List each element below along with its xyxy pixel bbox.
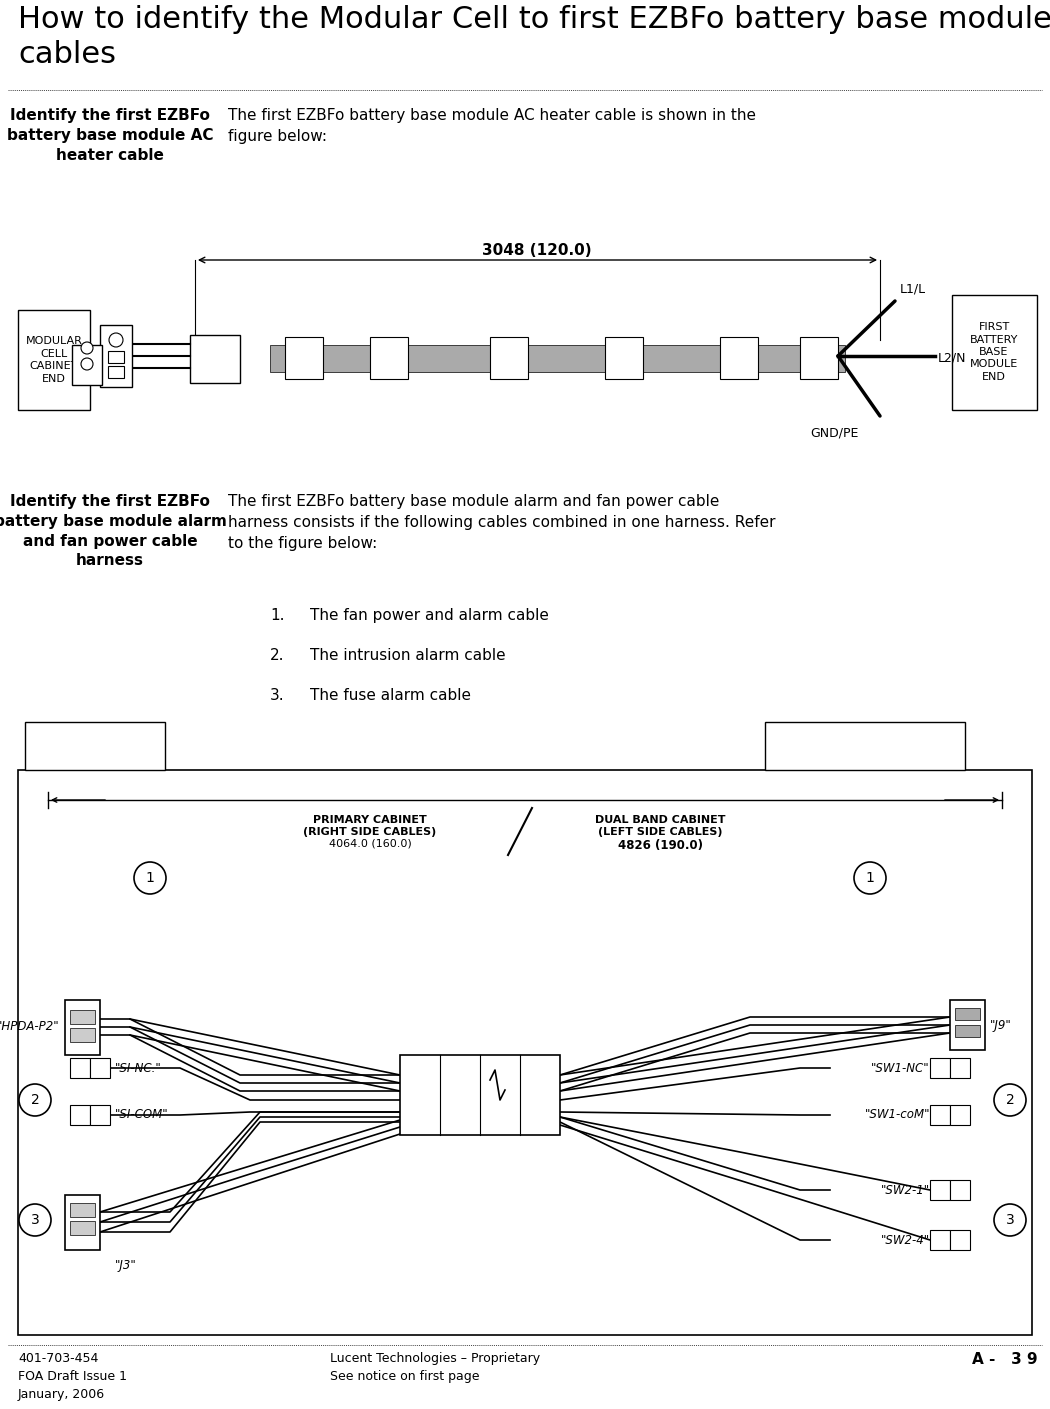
Text: A -   3 9: A - 3 9	[972, 1353, 1038, 1367]
Bar	[285, 337, 323, 379]
Bar	[25, 721, 165, 769]
Bar	[108, 351, 124, 364]
Bar	[720, 337, 758, 379]
Bar	[18, 769, 1032, 1334]
Text: (RIGHT SIDE CABLES): (RIGHT SIDE CABLES)	[303, 827, 437, 837]
Text: 3.: 3.	[270, 688, 285, 703]
Text: "J9": "J9"	[990, 1019, 1012, 1031]
Text: "SI-NC.": "SI-NC."	[116, 1061, 162, 1075]
Text: FIRST BATTERY
BASE MODULE END: FIRST BATTERY BASE MODULE END	[790, 730, 940, 762]
Bar	[765, 721, 965, 769]
Bar	[72, 345, 102, 385]
Bar	[370, 337, 408, 379]
Bar	[190, 335, 240, 383]
Text: "J3": "J3"	[116, 1258, 136, 1271]
Text: How to identify the Modular Cell to first EZBFo battery base module
cables: How to identify the Modular Cell to firs…	[18, 6, 1050, 69]
Bar	[400, 1055, 560, 1136]
Text: The intrusion alarm cable: The intrusion alarm cable	[310, 648, 506, 664]
Text: "SW2-1": "SW2-1"	[881, 1184, 930, 1196]
Text: 401-703-454
FOA Draft Issue 1
January, 2006: 401-703-454 FOA Draft Issue 1 January, 2…	[18, 1353, 127, 1401]
Text: L1/L: L1/L	[900, 283, 926, 296]
Bar	[70, 1222, 94, 1236]
Text: FIRST
BATTERY
BASE
MODULE
END: FIRST BATTERY BASE MODULE END	[970, 323, 1018, 382]
Bar	[930, 1230, 950, 1250]
Text: 2: 2	[30, 1093, 40, 1107]
Bar	[90, 1105, 110, 1124]
Text: L2/N: L2/N	[938, 351, 966, 365]
Circle shape	[109, 333, 123, 347]
Text: MODULAR
CELL
CABINET
END: MODULAR CELL CABINET END	[25, 337, 83, 383]
Bar	[950, 1179, 970, 1200]
Circle shape	[19, 1084, 51, 1116]
Bar	[108, 366, 124, 378]
Bar	[65, 1000, 100, 1055]
Circle shape	[854, 862, 886, 893]
Bar	[70, 1058, 90, 1078]
Circle shape	[19, 1205, 51, 1236]
Circle shape	[994, 1084, 1026, 1116]
Bar	[930, 1105, 950, 1124]
Bar	[70, 1203, 94, 1217]
Text: Identify the first EZBFo
battery base module AC
heater cable: Identify the first EZBFo battery base mo…	[6, 108, 213, 162]
Bar	[800, 337, 838, 379]
Text: MODULAR CELL
CABINET END: MODULAR CELL CABINET END	[46, 731, 144, 761]
Bar	[70, 1105, 90, 1124]
Bar	[956, 1007, 980, 1020]
Circle shape	[994, 1205, 1026, 1236]
Text: 1: 1	[865, 871, 875, 885]
Text: 2.: 2.	[270, 648, 285, 664]
Text: The fuse alarm cable: The fuse alarm cable	[310, 688, 471, 703]
Circle shape	[81, 358, 93, 371]
Text: 1: 1	[146, 871, 154, 885]
Text: "HPDA-P2": "HPDA-P2"	[0, 1020, 60, 1033]
Bar	[90, 1058, 110, 1078]
Text: PRIMARY CABINET: PRIMARY CABINET	[313, 814, 427, 826]
Circle shape	[134, 862, 166, 893]
Text: "SW2-4": "SW2-4"	[881, 1233, 930, 1247]
Text: Identify the first EZBFo
battery base module alarm
and fan power cable
harness: Identify the first EZBFo battery base mo…	[0, 495, 227, 568]
Text: DUAL BAND CABINET: DUAL BAND CABINET	[594, 814, 726, 826]
Bar	[70, 1010, 94, 1024]
Bar	[950, 1230, 970, 1250]
Text: 3: 3	[30, 1213, 40, 1227]
Text: "SI-COM": "SI-COM"	[116, 1109, 169, 1122]
Text: The first EZBFo battery base module alarm and fan power cable
harness consists i: The first EZBFo battery base module alar…	[228, 495, 776, 551]
Bar	[952, 294, 1037, 410]
Bar	[70, 1029, 94, 1043]
Bar	[950, 1000, 985, 1050]
Text: "SW1-соM": "SW1-соM"	[864, 1109, 930, 1122]
Text: The first EZBFo battery base module AC heater cable is shown in the
figure below: The first EZBFo battery base module AC h…	[228, 108, 756, 144]
Text: 4064.0 (160.0): 4064.0 (160.0)	[329, 838, 412, 850]
Bar	[65, 1195, 100, 1250]
Text: 3: 3	[1006, 1213, 1014, 1227]
Bar	[930, 1179, 950, 1200]
Text: 4826 (190.0): 4826 (190.0)	[617, 838, 702, 852]
Bar	[270, 345, 845, 372]
Text: GND/PE: GND/PE	[810, 426, 859, 440]
Bar	[950, 1058, 970, 1078]
Text: 2: 2	[1006, 1093, 1014, 1107]
Bar	[490, 337, 528, 379]
Text: "SW1-NC": "SW1-NC"	[872, 1061, 930, 1075]
Text: (LEFT SIDE CABLES): (LEFT SIDE CABLES)	[597, 827, 722, 837]
Bar	[100, 325, 132, 387]
Text: 3048 (120.0): 3048 (120.0)	[482, 242, 592, 258]
Circle shape	[81, 342, 93, 354]
Text: 1.: 1.	[270, 609, 285, 623]
Bar	[930, 1058, 950, 1078]
Bar	[950, 1105, 970, 1124]
Bar	[605, 337, 643, 379]
Bar	[956, 1024, 980, 1037]
Text: The fan power and alarm cable: The fan power and alarm cable	[310, 609, 549, 623]
Text: Lucent Technologies – Proprietary
See notice on first page: Lucent Technologies – Proprietary See no…	[330, 1353, 540, 1384]
Bar	[18, 310, 90, 410]
